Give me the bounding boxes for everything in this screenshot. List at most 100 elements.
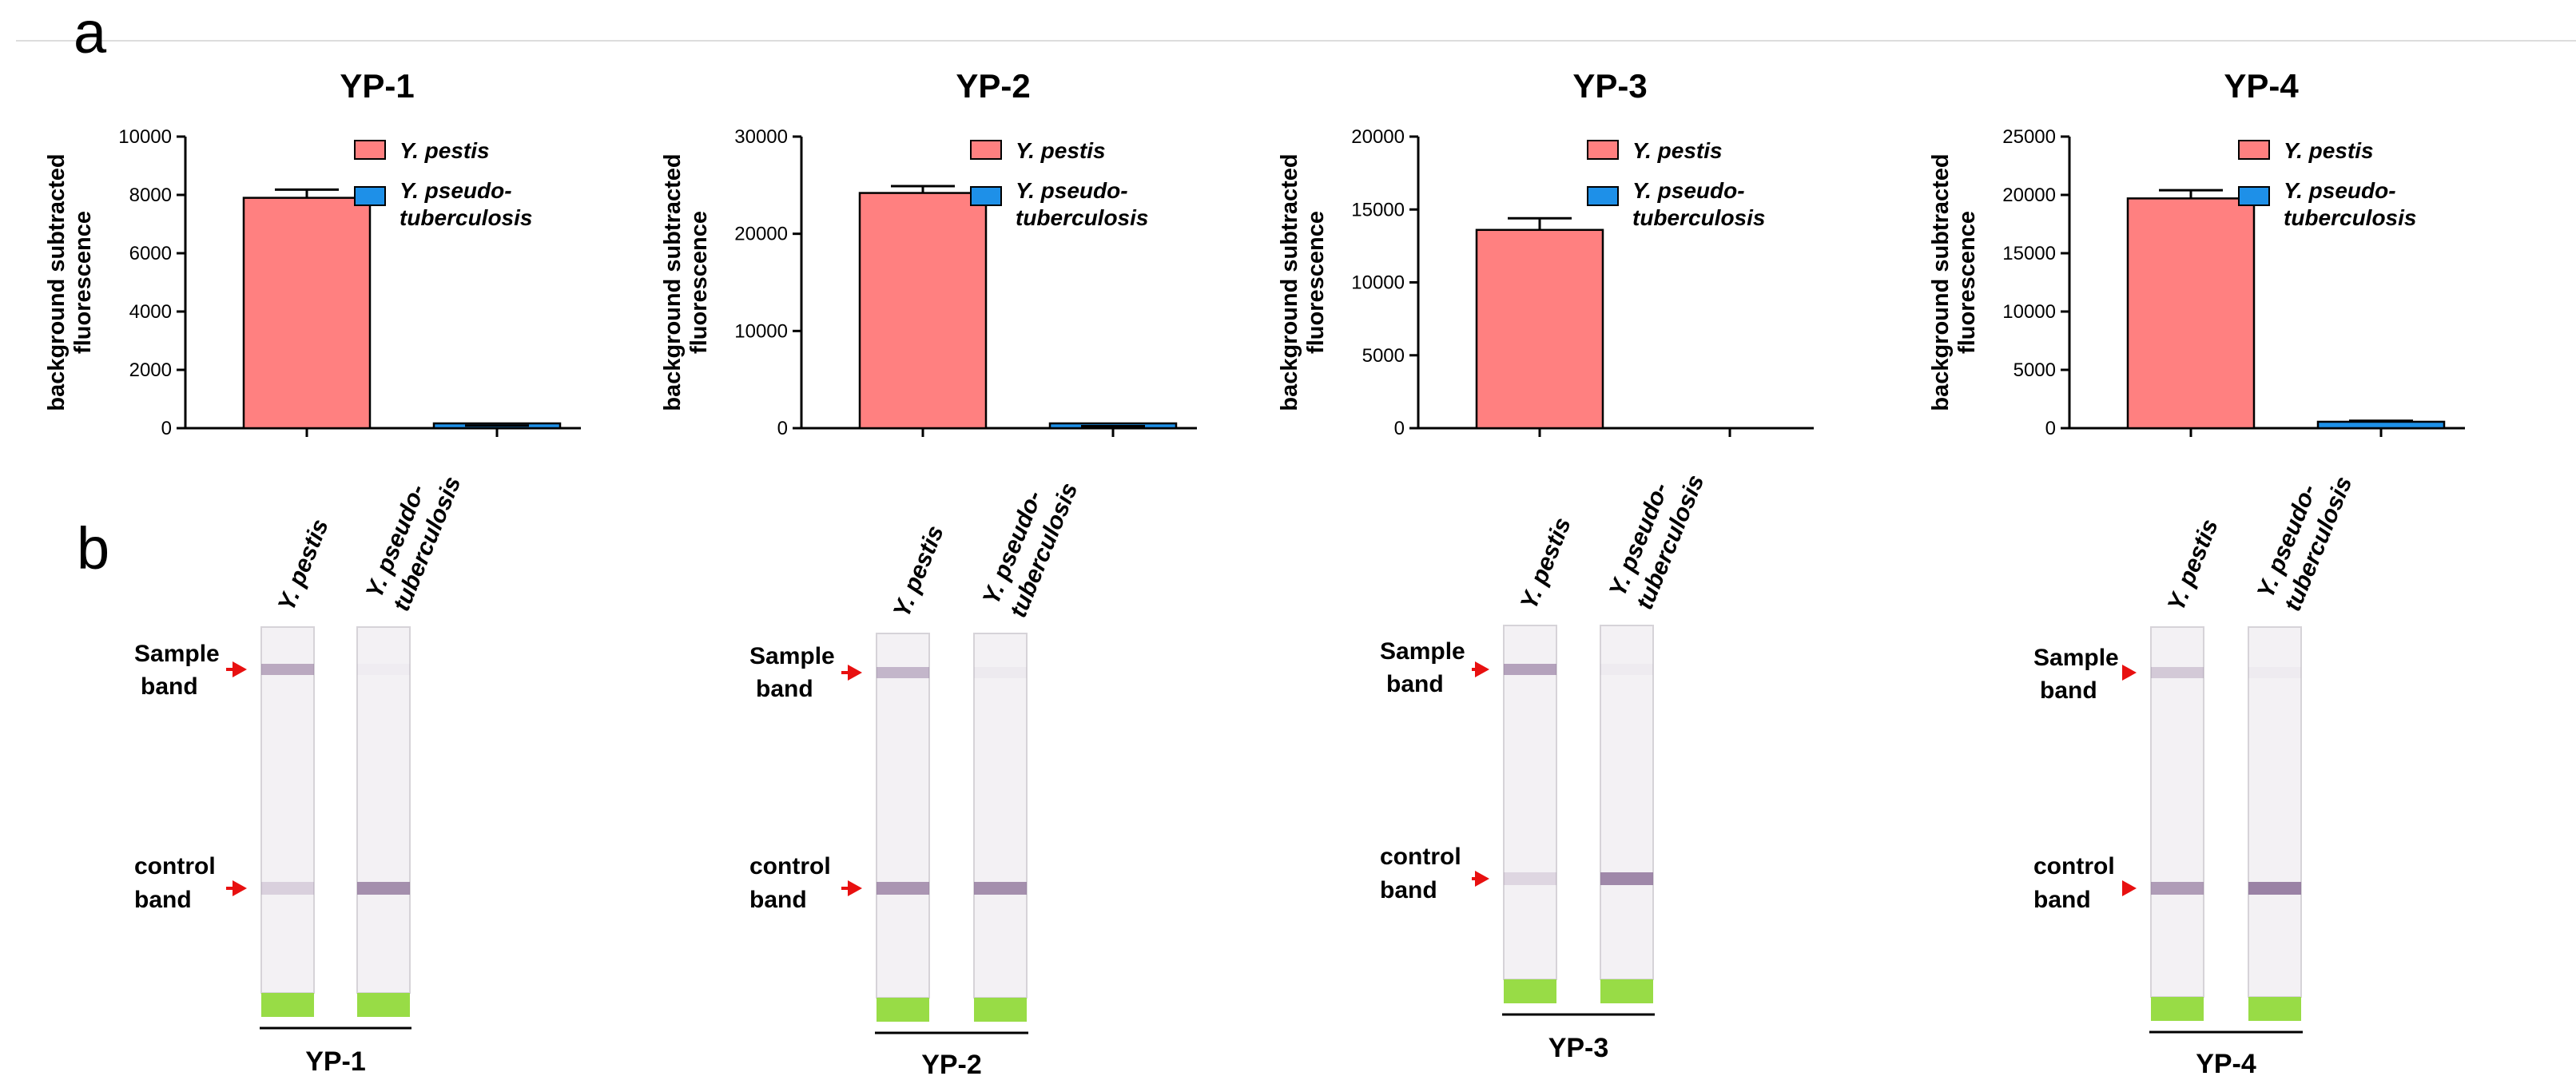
group-label: YP-1 (305, 1046, 366, 1077)
chart-title: YP-1 (340, 67, 414, 105)
control-band-label-line1: control (134, 853, 216, 880)
bar-y-pestis (2126, 197, 2256, 430)
strip-membrane (1600, 625, 1654, 980)
legend-label-y-pestis: Y. pestis (1016, 138, 1106, 163)
absorbent-pad (357, 993, 410, 1017)
legend-label-y-pseudo: Y. pseudo- (1016, 178, 1128, 203)
absorbent-pad (2151, 997, 2204, 1021)
control-band-label-line2: band (2033, 887, 2091, 913)
arrow-head (848, 880, 862, 896)
control-band-label-line2: band (749, 887, 807, 913)
sample-band-label-line2: band (1386, 671, 1444, 697)
chart-title: YP-4 (2224, 67, 2299, 105)
arrow-head (1475, 871, 1489, 887)
y-tick-label: 10000 (734, 320, 788, 342)
control-band-line (261, 882, 314, 895)
y-axis-label-line: fluorescence (686, 211, 712, 354)
y-tick-label: 20000 (734, 224, 788, 245)
y-tick-label: 8000 (129, 185, 172, 206)
y-tick-label: 10000 (1351, 272, 1405, 294)
sample-band-label-line2: band (756, 676, 813, 702)
control-band-label-line1: control (749, 853, 831, 880)
legend-swatch-y-pseudotuberculosis (970, 186, 1002, 206)
y-tick-label: 5000 (2013, 359, 2056, 381)
y-tick-label: 0 (161, 418, 172, 439)
strip-y-pestis (876, 633, 930, 1022)
sample-band-line (357, 664, 410, 675)
y-axis-label-line: fluorescence (1303, 211, 1329, 354)
control-band-label-line1: control (2033, 853, 2115, 880)
legend-label-y-pestis: Y. pestis (2284, 138, 2374, 163)
chart-yp-4: YP-4 background subtractedfluorescence 0 50… (1928, 67, 2465, 439)
y-tick-label: 15000 (1351, 199, 1405, 220)
y-tick-label: 2000 (129, 359, 172, 381)
arrow-head (2122, 880, 2137, 896)
y-axis-label: background subtractedfluorescence (660, 153, 712, 411)
panel-label-b: b (77, 515, 109, 582)
chart-yp-1: YP-1 background subtractedfluorescence 0 20… (44, 67, 581, 439)
y-tick-label: 0 (777, 418, 788, 439)
y-tick-label: 10000 (118, 126, 172, 148)
legend-label-tuberculosis: tuberculosis (1632, 205, 1765, 230)
strip-membrane (1503, 625, 1557, 980)
strip-y-pseudotuberculosis (356, 626, 411, 1017)
strip-y-pseudotuberculosis (973, 633, 1028, 1022)
sample-band-label-line2: band (2040, 677, 2097, 704)
chart-yp-3: YP-3 background subtractedfluorescence 0 50… (1277, 67, 1814, 439)
control-band-label-line1: control (1380, 844, 1461, 870)
y-tick-label: 5000 (1362, 345, 1405, 367)
chart-yp-2: YP-2 background subtractedfluorescence 0 10… (660, 67, 1197, 439)
legend-label-tuberculosis: tuberculosis (2284, 205, 2416, 230)
sample-band-line (1504, 664, 1556, 675)
legend-label-tuberculosis: tuberculosis (1016, 205, 1148, 230)
sample-band-label-line1: Sample (1380, 638, 1465, 665)
y-tick-label: 20000 (1351, 126, 1405, 148)
strip-y-pseudotuberculosis (1600, 625, 1654, 1003)
strip-y-pestis (2150, 626, 2204, 1021)
control-band-line (1504, 872, 1556, 885)
strip-group-yp-1: Y. pestis Y. pseudo-tuberculosisSampleban… (134, 473, 466, 1077)
y-axis-label: background subtractedfluorescence (1928, 153, 1980, 411)
y-axis-label-line: background subtracted (1277, 153, 1302, 411)
y-axis-label-line: background subtracted (660, 153, 686, 411)
sample-band-line (1600, 664, 1653, 675)
y-axis-label-line: fluorescence (70, 211, 96, 354)
test-strips-row: Y. pestis Y. pseudo-tuberculosisSampleban… (134, 471, 2357, 1080)
y-tick-label: 25000 (2002, 126, 2056, 148)
absorbent-pad (877, 998, 929, 1022)
legend-swatch-y-pestis (354, 140, 386, 160)
bar-y-pestis (1475, 228, 1604, 430)
control-band-line (974, 882, 1027, 895)
bar-y-pestis (858, 192, 988, 430)
strip-membrane (2248, 626, 2302, 998)
strip-y-pestis (1503, 625, 1557, 1003)
sample-band-label-line2: band (141, 673, 198, 700)
legend-label-y-pseudo: Y. pseudo- (400, 178, 512, 203)
y-tick-label: 0 (2045, 418, 2056, 439)
sample-band-label-line1: Sample (749, 643, 835, 669)
strip-group-yp-2: Y. pestis Y. pseudo-tuberculosisSampleban… (749, 479, 1083, 1080)
sample-band-line (2151, 667, 2204, 678)
panel-label-a: a (74, 0, 107, 66)
legend-label-y-pestis: Y. pestis (1632, 138, 1723, 163)
sample-band-line (877, 667, 929, 678)
chart-title: YP-2 (956, 67, 1030, 105)
control-band-label-line2: band (134, 887, 192, 913)
arrow-head (233, 661, 247, 677)
y-tick-label: 0 (1394, 418, 1405, 439)
control-band-line (877, 882, 929, 895)
y-axis-label: background subtractedfluorescence (1277, 153, 1329, 411)
legend-swatch-y-pseudotuberculosis (2238, 186, 2270, 206)
y-axis-label-line: fluorescence (1954, 211, 1980, 354)
y-axis-label-line: background subtracted (44, 153, 70, 411)
strip-membrane (260, 626, 315, 994)
legend-label-y-pseudo: Y. pseudo- (2284, 178, 2396, 203)
y-axis-label-line: background subtracted (1928, 153, 1954, 411)
y-tick-label: 10000 (2002, 301, 2056, 323)
sample-band-label-line1: Sample (2033, 645, 2119, 671)
legend-swatch-y-pestis (2238, 140, 2270, 160)
legend-label-y-pestis: Y. pestis (400, 138, 490, 163)
sample-band-line (261, 664, 314, 675)
